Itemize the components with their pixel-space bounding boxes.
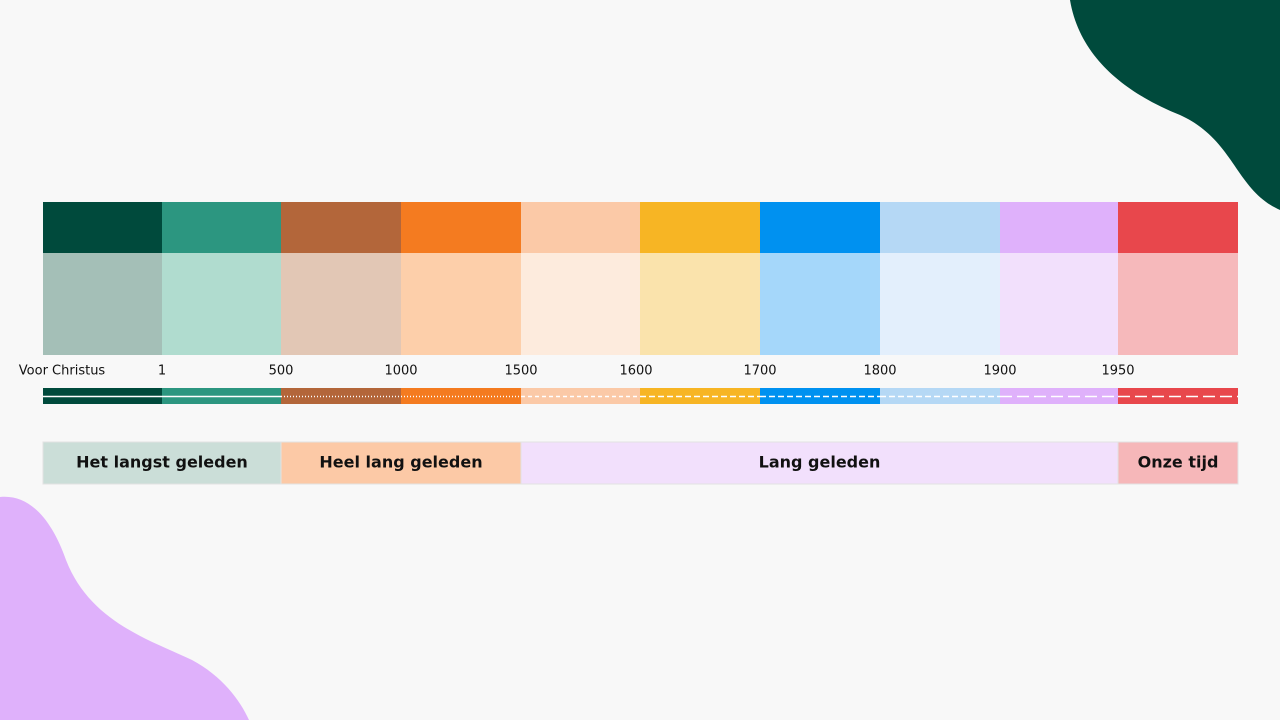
year-label: 1900 [983, 364, 1016, 379]
color-block [521, 202, 640, 253]
year-label: 1800 [863, 364, 896, 379]
year-label: 1000 [384, 364, 417, 379]
color-block [880, 202, 1000, 253]
tint-block [521, 253, 640, 355]
timeline-strip [43, 388, 1238, 404]
era-label: Heel lang geleden [319, 453, 482, 472]
timeline-columns [43, 202, 1238, 355]
tint-block [162, 253, 281, 355]
era-block [520, 441, 1119, 485]
year-label: 1600 [619, 364, 652, 379]
era-label: Het langst geleden [76, 453, 248, 472]
era-block [1117, 441, 1239, 485]
eras: Het langst geleden Heel lang geleden Lang … [42, 441, 1239, 485]
year-label: 1500 [504, 364, 537, 379]
year-label: 1 [158, 364, 166, 379]
corner-blob [1070, 0, 1280, 210]
year-label: 1950 [1101, 364, 1134, 379]
color-block [1118, 202, 1238, 253]
color-block [162, 202, 281, 253]
tint-block [880, 253, 1000, 355]
timeline-labels: Voor Christus 1 500 1000 1500 1600 1700 1800 190… [19, 364, 1135, 379]
color-block [640, 202, 760, 253]
tint-block [43, 253, 162, 355]
tint-block [760, 253, 880, 355]
tint-block [640, 253, 760, 355]
color-block [43, 202, 162, 253]
year-label: 1700 [743, 364, 776, 379]
color-block [1000, 202, 1118, 253]
color-block [401, 202, 521, 253]
tint-block [1000, 253, 1118, 355]
corner-blob [0, 496, 249, 720]
tint-block [401, 253, 521, 355]
color-block [760, 202, 880, 253]
era-label: Lang geleden [759, 453, 881, 472]
tint-block [281, 253, 401, 355]
color-block [281, 202, 401, 253]
year-label: Voor Christus [19, 364, 106, 379]
era-block [280, 441, 522, 485]
year-label: 500 [269, 364, 294, 379]
tint-block [1118, 253, 1238, 355]
era-label: Onze tijd [1138, 453, 1219, 472]
